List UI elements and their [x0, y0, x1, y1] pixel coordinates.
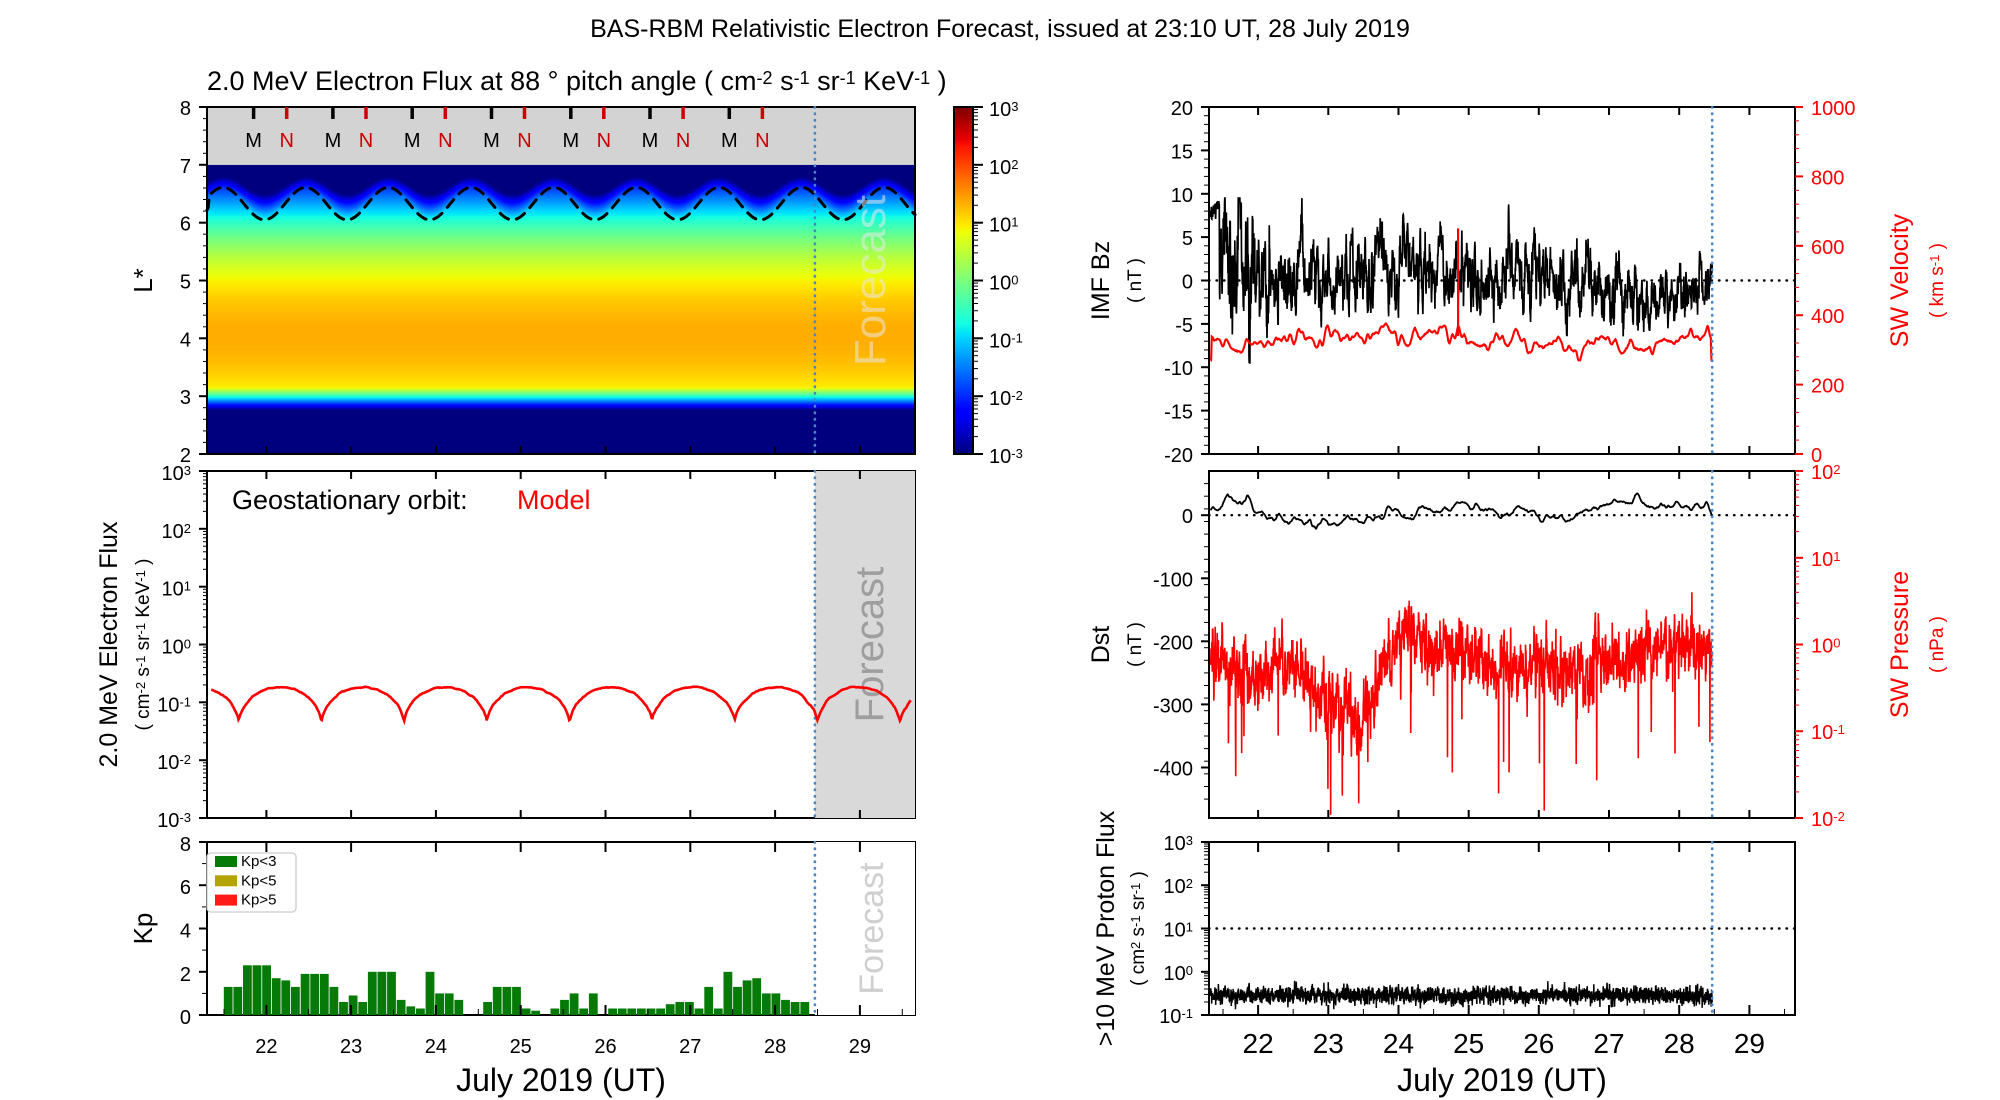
svg-text:N: N	[517, 130, 531, 152]
svg-text:6: 6	[180, 877, 191, 899]
svg-text:M: M	[245, 130, 262, 152]
svg-text:Geostationary orbit:: Geostationary orbit:	[232, 485, 468, 515]
svg-text:N: N	[279, 130, 293, 152]
svg-text:400: 400	[1811, 306, 1844, 328]
svg-text:8: 8	[180, 98, 191, 120]
svg-text:28: 28	[764, 1036, 786, 1058]
svg-text:N: N	[597, 130, 611, 152]
svg-text:22: 22	[1243, 1028, 1274, 1059]
svg-text:M: M	[721, 130, 738, 152]
svg-text:M: M	[642, 130, 659, 152]
svg-text:6: 6	[180, 214, 191, 236]
svg-text:N: N	[438, 130, 452, 152]
svg-text:15: 15	[1171, 141, 1193, 163]
svg-text:N: N	[359, 130, 373, 152]
svg-text:5: 5	[180, 272, 191, 294]
svg-text:Kp: Kp	[128, 913, 158, 945]
svg-text:4: 4	[180, 329, 191, 351]
svg-text:28: 28	[1664, 1028, 1695, 1059]
svg-text:M: M	[562, 130, 579, 152]
svg-text:Kp<3: Kp<3	[241, 853, 276, 870]
svg-text:-100: -100	[1153, 569, 1193, 591]
svg-text:2.0 MeV Electron Flux: 2.0 MeV Electron Flux	[95, 521, 123, 767]
svg-text:27: 27	[679, 1036, 701, 1058]
svg-text:0: 0	[1182, 506, 1193, 528]
svg-text:>10 MeV Proton Flux: >10 MeV Proton Flux	[1092, 810, 1120, 1046]
svg-text:IMF Bz: IMF Bz	[1087, 241, 1115, 320]
svg-text:29: 29	[1734, 1028, 1765, 1059]
svg-text:Dst: Dst	[1087, 626, 1115, 664]
svg-text:M: M	[325, 130, 342, 152]
svg-text:BAS-RBM Relativistic Electron: BAS-RBM Relativistic Electron Forecast, …	[590, 15, 1410, 43]
svg-text:7: 7	[180, 156, 191, 178]
svg-text:Forecast: Forecast	[846, 195, 895, 366]
svg-text:-300: -300	[1153, 695, 1193, 717]
svg-text:20: 20	[1171, 98, 1193, 120]
svg-text:Kp>5: Kp>5	[241, 892, 276, 909]
svg-text:0: 0	[180, 1007, 191, 1029]
svg-text:M: M	[404, 130, 421, 152]
svg-text:27: 27	[1593, 1028, 1624, 1059]
svg-text:Kp<5: Kp<5	[241, 872, 276, 889]
svg-text:10: 10	[1171, 185, 1193, 207]
svg-text:29: 29	[849, 1036, 871, 1058]
svg-text:4: 4	[180, 921, 191, 943]
svg-text:( km s-1 ): ( km s-1 )	[1927, 243, 1948, 318]
svg-text:( nT ): ( nT )	[1125, 258, 1146, 303]
svg-text:3: 3	[180, 387, 191, 409]
svg-text:L*: L*	[128, 268, 158, 293]
svg-text:SW Velocity: SW Velocity	[1886, 213, 1914, 347]
svg-text:600: 600	[1811, 237, 1844, 259]
svg-text:-400: -400	[1153, 759, 1193, 781]
svg-text:SW Pressure: SW Pressure	[1886, 571, 1914, 718]
svg-text:5: 5	[1182, 228, 1193, 250]
svg-text:( nT ): ( nT )	[1125, 622, 1146, 667]
svg-text:23: 23	[340, 1036, 362, 1058]
svg-text:-10: -10	[1164, 358, 1193, 380]
svg-text:1000: 1000	[1811, 98, 1856, 120]
svg-text:N: N	[755, 130, 769, 152]
svg-text:26: 26	[1523, 1028, 1554, 1059]
svg-text:July 2019 (UT): July 2019 (UT)	[1397, 1062, 1607, 1098]
svg-text:Model: Model	[517, 485, 591, 515]
svg-text:8: 8	[180, 834, 191, 856]
svg-text:26: 26	[594, 1036, 616, 1058]
svg-text:N: N	[676, 130, 690, 152]
svg-text:Forecast: Forecast	[848, 567, 892, 723]
svg-text:-5: -5	[1175, 315, 1193, 337]
svg-text:800: 800	[1811, 167, 1844, 189]
svg-text:-20: -20	[1164, 445, 1193, 467]
svg-text:25: 25	[1453, 1028, 1484, 1059]
svg-text:22: 22	[255, 1036, 277, 1058]
svg-text:0: 0	[1182, 272, 1193, 294]
svg-text:July 2019 (UT): July 2019 (UT)	[456, 1062, 666, 1098]
svg-text:200: 200	[1811, 376, 1844, 398]
svg-text:( cm-2 s-1 sr-1 KeV-1 ): ( cm-2 s-1 sr-1 KeV-1 )	[133, 559, 154, 731]
svg-text:24: 24	[425, 1036, 447, 1058]
svg-text:Forecast: Forecast	[853, 862, 891, 995]
svg-text:-200: -200	[1153, 632, 1193, 654]
svg-text:2.0 MeV Electron Flux at 88 °: 2.0 MeV Electron Flux at 88 ° pitch angl…	[207, 66, 947, 96]
svg-text:24: 24	[1383, 1028, 1414, 1059]
svg-text:25: 25	[510, 1036, 532, 1058]
svg-text:-15: -15	[1164, 402, 1193, 424]
svg-text:( nPa ): ( nPa )	[1927, 616, 1948, 673]
svg-text:2: 2	[180, 964, 191, 986]
svg-text:M: M	[483, 130, 500, 152]
svg-text:23: 23	[1313, 1028, 1344, 1059]
